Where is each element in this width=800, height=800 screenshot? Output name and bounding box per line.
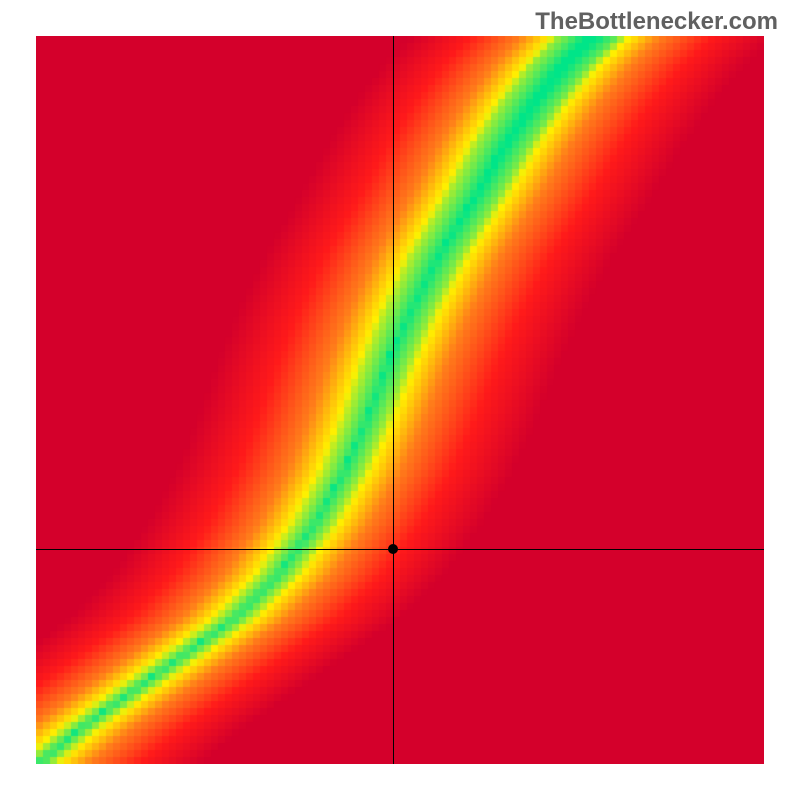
crosshair-horizontal bbox=[36, 549, 764, 550]
data-point-marker bbox=[388, 544, 398, 554]
watermark-label: TheBottlenecker.com bbox=[535, 8, 778, 36]
plot-area bbox=[36, 36, 764, 764]
chart-container: TheBottlenecker.com bbox=[0, 0, 800, 800]
crosshair-vertical bbox=[393, 36, 394, 764]
heatmap-canvas bbox=[36, 36, 764, 764]
